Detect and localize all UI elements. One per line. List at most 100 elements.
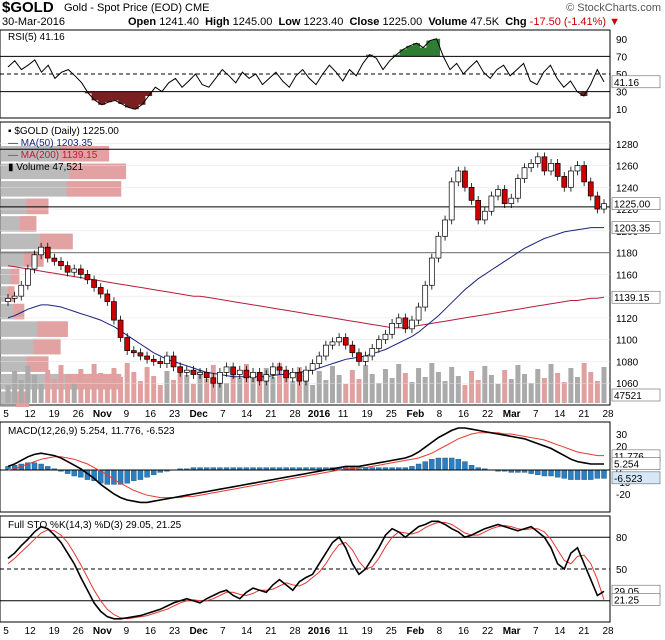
price-x-label: Nov [93,409,112,420]
macd-histogram-bar [435,457,442,471]
volume-bar [104,382,110,403]
candle-down [44,246,51,259]
ma200-value-label: 1139.15 [614,293,650,304]
candle-up [270,366,276,375]
candle-down [276,366,283,371]
price-tick-label: 1260 [616,162,639,173]
volume-bar [78,369,84,403]
sto-x-label: 19 [362,626,374,637]
volume-by-price-bar-up [39,233,73,250]
candle-up [534,156,541,164]
rsi-overbought-fill [366,54,374,57]
volume-bar [356,379,362,403]
volume-bar [449,367,455,403]
candle-down [349,344,356,354]
candle-down [64,265,71,273]
volume-bar [508,379,514,403]
candle-up [422,284,429,308]
macd-histogram-bar [568,469,574,480]
candle-up [601,203,607,210]
price-tick-label: 1220 [616,205,639,216]
sto-x-label: 2016 [308,626,331,637]
candle-down [356,352,362,362]
macd-histogram-bar [150,469,157,476]
volume-bar [535,369,541,403]
candle-down [150,358,157,362]
macd-tick-label: 0 [616,466,622,477]
volume-legend: ▮ Volume 47,521 [8,162,83,173]
candle-up [389,323,395,335]
sto-tick-label: 50 [616,565,628,576]
rsi-legend: RSI(5) 41.16 [8,32,65,43]
volume-bar [575,377,581,403]
macd-histogram-bar [45,466,51,471]
candle-down [177,366,184,373]
candle-up [415,306,422,321]
ma200-legend: — MA(200) 1139.15 [8,150,98,161]
volume-bar [184,375,190,403]
candle-up [18,284,25,297]
sto-x-label: 21 [265,626,277,637]
volume-bar [561,382,567,403]
macd-histogram-bar [78,469,84,478]
rsi-line [7,38,605,110]
volume-bar [58,365,64,403]
macd-histogram-bar [422,461,428,471]
sto-x-label: 23 [169,626,181,637]
price-x-label: 28 [289,409,301,420]
rsi-oversold-fill [104,91,112,103]
price-x-label: 23 [169,409,181,420]
macd-histogram-bar [588,469,594,480]
sto-x-label: 28 [602,626,614,637]
macd-value-label-box [611,457,661,470]
candle-down [243,369,250,379]
volume-bar [18,380,24,403]
candle-down [283,369,289,379]
ma50-value-label: 1203.35 [614,224,651,235]
chart-header: $GOLD Gold - Spot Price (EOD) CME © Stoc… [0,0,665,30]
candle-up [362,355,369,362]
volume-bar [98,373,104,403]
sto-x-label: 16 [458,626,470,637]
candle-up [528,163,535,169]
price-x-label: 16 [458,409,470,420]
candle-up [71,268,78,273]
macd-histogram-value-label-box [611,471,661,485]
macd-histogram-bar [535,469,541,476]
volume-bar [290,381,296,403]
volume-bar [45,370,51,403]
volume-bar [243,364,249,403]
symbol: $GOLD [2,0,54,16]
quote-line: Open 1241.40 High 1245.00 Low 1223.40 Cl… [128,16,621,28]
sto-x-label: 25 [386,626,398,637]
candle-down [77,268,84,275]
candle-down [97,287,104,295]
volume-bar [164,371,170,403]
rsi-overbought-fill [406,45,414,57]
ma200-value-label-box [611,290,661,304]
macd-histogram-bar [442,457,448,471]
sto-x-label: 19 [49,626,61,637]
candle-up [217,371,223,384]
ma50-value-label-box [611,221,661,234]
price-x-label: 14 [241,409,253,420]
candle-down [170,355,177,368]
candle-down [84,274,91,281]
sto-x-label: 21 [578,626,590,637]
candle-down [230,366,237,375]
macd-histogram-value-label: -6.523 [614,474,643,485]
volume-bar [151,376,157,403]
rsi-oversold-fill [580,91,588,96]
macd-histogram-bar [38,463,44,471]
candle-down [581,165,587,183]
volume-bar [488,375,494,403]
sto-x-label: Nov [93,626,112,637]
candle-up [495,189,501,197]
macd-histogram-bar [468,465,475,471]
price-tick-label: 1160 [616,270,638,281]
volume-by-price-bar-up [13,303,25,320]
volume-value-label: 47521 [614,391,642,402]
volume-bar [396,364,402,403]
price-x-label: 19 [49,409,61,420]
